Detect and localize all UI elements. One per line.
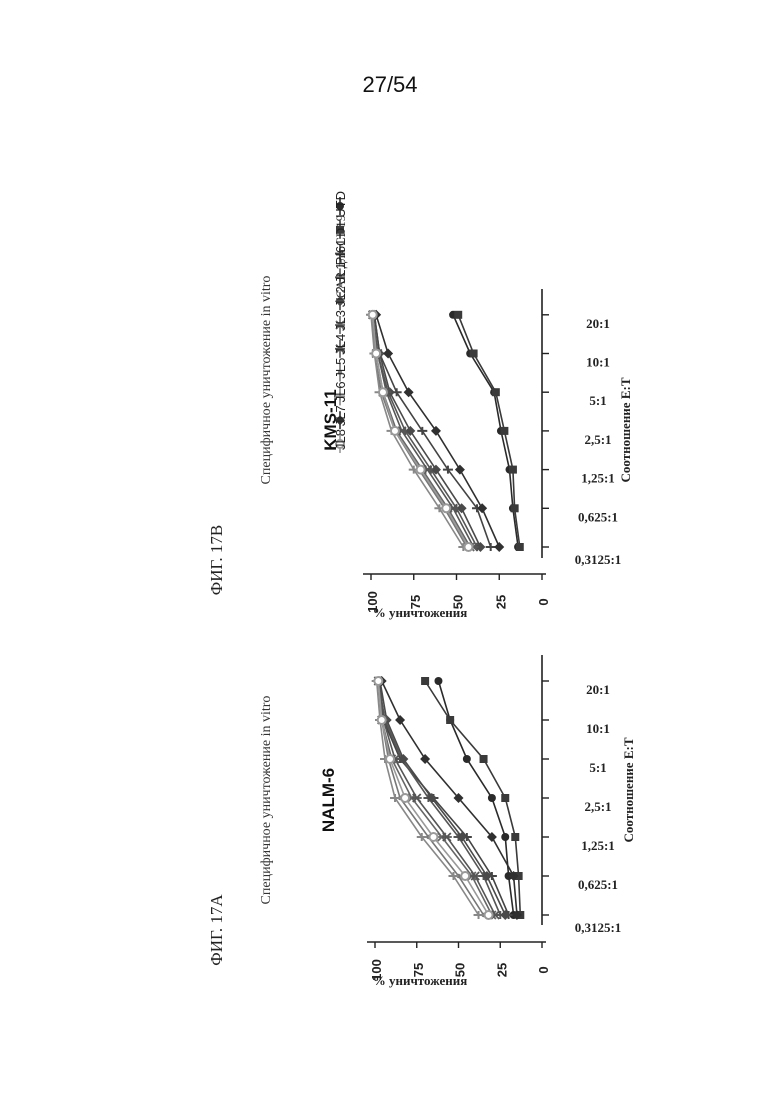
data-point	[480, 755, 488, 763]
x-tick-label: 1,25:1	[581, 838, 615, 853]
data-point	[443, 466, 453, 474]
data-point	[494, 542, 504, 552]
y-tick-label: 25	[494, 963, 509, 977]
data-point	[442, 833, 452, 841]
figure-label: ФИГ. 17A	[207, 894, 226, 966]
data-point	[404, 387, 414, 397]
legend-label: JL7	[333, 405, 348, 426]
x-tick-label: 0,625:1	[578, 877, 618, 892]
x-tick-label: 20:1	[586, 682, 610, 697]
data-point	[417, 466, 425, 474]
data-point	[492, 388, 500, 396]
data-point	[374, 677, 382, 685]
data-point	[500, 427, 508, 435]
y-tick-label: 25	[493, 595, 508, 609]
data-point	[429, 833, 437, 841]
x-tick-label: 2,5:1	[584, 432, 611, 447]
series-line-2	[458, 315, 520, 547]
legend-label: UTD	[333, 191, 348, 218]
legend: UTDCAR для CD19PI61JL1JL2JL3JL4JL5JL6JL7…	[333, 191, 348, 453]
x-tick-label: 10:1	[586, 721, 610, 736]
x-tick-label: 5:1	[589, 760, 606, 775]
figure-label: ФИГ. 17B	[207, 525, 226, 595]
data-point	[461, 872, 469, 880]
data-point	[383, 349, 393, 359]
y-tick-label: 0	[536, 966, 551, 973]
chart-title: Специфичное уничтожение in vitro	[259, 696, 274, 905]
legend-label: JL8	[333, 429, 348, 450]
chart-subtitle: NALM-6	[319, 768, 338, 832]
legend-label: JL6	[333, 381, 348, 402]
data-point	[372, 350, 380, 358]
x-tick-label: 2,5:1	[584, 799, 611, 814]
x-axis-label: Соотношение E:T	[618, 377, 633, 482]
x-tick-label: 5:1	[589, 393, 606, 408]
legend-label: JL3	[333, 310, 348, 331]
legend-label: PI61	[333, 239, 348, 266]
y-tick-label: 0	[536, 598, 551, 605]
data-point	[431, 426, 441, 436]
data-point	[421, 677, 429, 685]
data-point	[470, 350, 478, 358]
data-point	[434, 677, 442, 685]
data-point	[486, 543, 496, 551]
data-point	[464, 543, 472, 551]
data-point	[501, 833, 509, 841]
data-point	[455, 465, 465, 475]
x-tick-label: 20:1	[586, 316, 610, 331]
x-tick-label: 10:1	[586, 355, 610, 370]
legend-label: JL2	[333, 286, 348, 307]
data-point	[417, 833, 427, 841]
y-axis-label: % уничтожения	[373, 605, 468, 620]
data-point	[454, 311, 462, 319]
data-point	[391, 427, 399, 435]
data-point	[379, 388, 387, 396]
y-axis-label: % уничтожения	[373, 973, 468, 988]
legend-label: JL4	[333, 334, 348, 355]
data-point	[417, 427, 427, 435]
x-tick-label: 1,25:1	[581, 471, 615, 486]
data-point	[463, 755, 471, 763]
chart-panel-b: ФИГ. 17B Специфичное уничтожение in vitro…	[207, 191, 633, 620]
legend-label: JL1	[333, 262, 348, 283]
data-point	[386, 755, 394, 763]
x-axis-label: Соотношение E:T	[621, 737, 636, 842]
data-point	[369, 311, 377, 319]
data-point	[511, 833, 519, 841]
legend-label: JL5	[333, 358, 348, 379]
x-tick-label: 0,3125:1	[575, 552, 622, 567]
x-tick-label: 0,3125:1	[575, 920, 622, 935]
data-point	[501, 794, 509, 802]
data-point	[485, 911, 493, 919]
x-tick-label: 0,625:1	[578, 509, 618, 524]
data-point	[401, 794, 409, 802]
data-point	[516, 543, 524, 551]
data-point	[395, 715, 405, 725]
data-point	[488, 794, 496, 802]
chart-panel-a: ФИГ. 17A Специфичное уничтожение in vitro…	[207, 655, 636, 988]
chart-title: Специфичное уничтожение in vitro	[259, 276, 274, 485]
data-point	[378, 716, 386, 724]
data-point	[509, 466, 517, 474]
data-point	[412, 794, 422, 802]
data-point	[442, 504, 450, 512]
data-point	[446, 716, 454, 724]
data-point	[511, 504, 519, 512]
